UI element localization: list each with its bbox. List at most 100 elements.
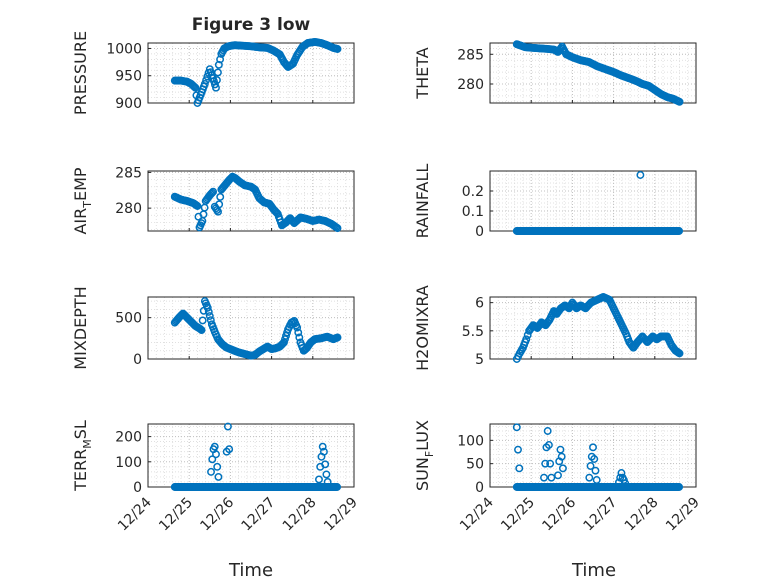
subplot-h2omixra: 5 5.5 6 H2OMIXRA [413,285,697,371]
y-axis-label: AIRTEMP [71,167,94,234]
data-point [592,476,601,484]
y-tick-label: 6 [475,296,484,312]
data-point [223,422,232,431]
y-tick-label: 200 [115,430,142,446]
data-point [675,97,684,106]
data-point [202,76,211,85]
y-tick-label: 0 [475,224,484,240]
data-point [321,460,330,469]
data-point [214,207,222,216]
data-point [197,326,206,335]
subplot-air_temp: 280 285 AIRTEMP [71,165,355,235]
data-point [585,473,594,482]
data-point [557,452,566,461]
x-tick-label: 12/29 [321,495,361,535]
data-point [333,333,342,342]
data-point [221,483,230,491]
data-point [225,445,234,454]
y-axis-label: H2OMIXRA [413,285,432,371]
x-tick-label: 12/24 [457,494,497,534]
y-axis-label: RAINFALL [413,164,432,239]
y-axis-label: MIXDEPTH [71,286,90,369]
data-point [212,76,221,85]
figure-title: Figure 3 low [192,15,311,35]
data-point [208,188,216,197]
y-tick-label: 100 [457,433,484,449]
data-point [552,483,561,491]
y-axis-label: THETA [413,47,432,99]
data-point [313,483,322,491]
data-point [333,45,342,53]
y-axis-label: TERRMSL [71,420,94,492]
data-point [294,328,303,337]
data-point [207,467,215,476]
y-tick-label: 0 [133,352,142,368]
data-point [189,81,198,90]
data-point [543,427,552,435]
data-point [272,208,281,217]
data-point [193,202,202,210]
data-point [322,470,331,479]
data-point [200,79,209,88]
data-point [319,447,328,456]
y-tick-label: 0 [475,480,484,496]
data-point [323,478,332,486]
y-tick-label: 5.5 [462,324,484,340]
data-point [558,464,567,473]
data-point [544,441,553,449]
data-point [315,475,323,484]
axes-box [489,170,697,232]
data-point [191,83,200,92]
data-point [203,303,212,312]
y-tick-label: 285 [457,47,484,63]
data-point [212,83,220,92]
subplot-pressure: 900 950 1000 PRESSURE [71,31,355,115]
data-point [675,227,684,235]
data-point [209,187,218,196]
data-point [522,335,531,344]
axes-border [147,170,355,232]
data-point [333,224,342,233]
data-point [589,443,597,452]
data-point [198,316,207,325]
data-point [213,462,222,471]
axes-box [147,42,355,104]
data-point [333,483,342,491]
data-point [278,339,287,348]
data-point [584,483,593,491]
x-tick-label: 12/29 [663,495,703,535]
x-tick-label: 12/25 [156,495,196,535]
axes-border [489,296,697,360]
y-tick-label: 280 [115,201,142,217]
y-tick-label: 100 [115,455,142,471]
data-point [636,171,645,179]
x-tick-label: 12/25 [498,495,538,535]
x-axis-label-right: Time [571,560,616,581]
data-point [215,200,224,209]
data-point [556,445,565,454]
data-point [208,455,217,464]
data-point [281,335,289,344]
subplot-mixdepth: 0 500 MIXDEPTH [71,286,355,370]
data-point [318,442,327,451]
data-point [546,459,555,468]
y-tick-label: 0.2 [462,184,484,200]
data-point [540,473,548,482]
data-point [213,68,222,77]
data-point [210,442,219,451]
y-tick-label: 1000 [106,41,142,57]
y-tick-label: 285 [115,165,142,181]
data-point [190,82,199,91]
subplot-rainfall: 0 0.1 0.2 RAINFALL [413,164,697,240]
y-tick-label: 900 [115,96,142,112]
x-tick-label: 12/27 [239,495,279,535]
data-point [514,445,522,454]
subplot-theta: 280 285 THETA [413,40,697,106]
y-tick-label: 500 [115,311,142,327]
data-point [590,455,599,463]
data-point [547,473,556,482]
data-point [617,469,626,477]
data-point [621,479,630,488]
